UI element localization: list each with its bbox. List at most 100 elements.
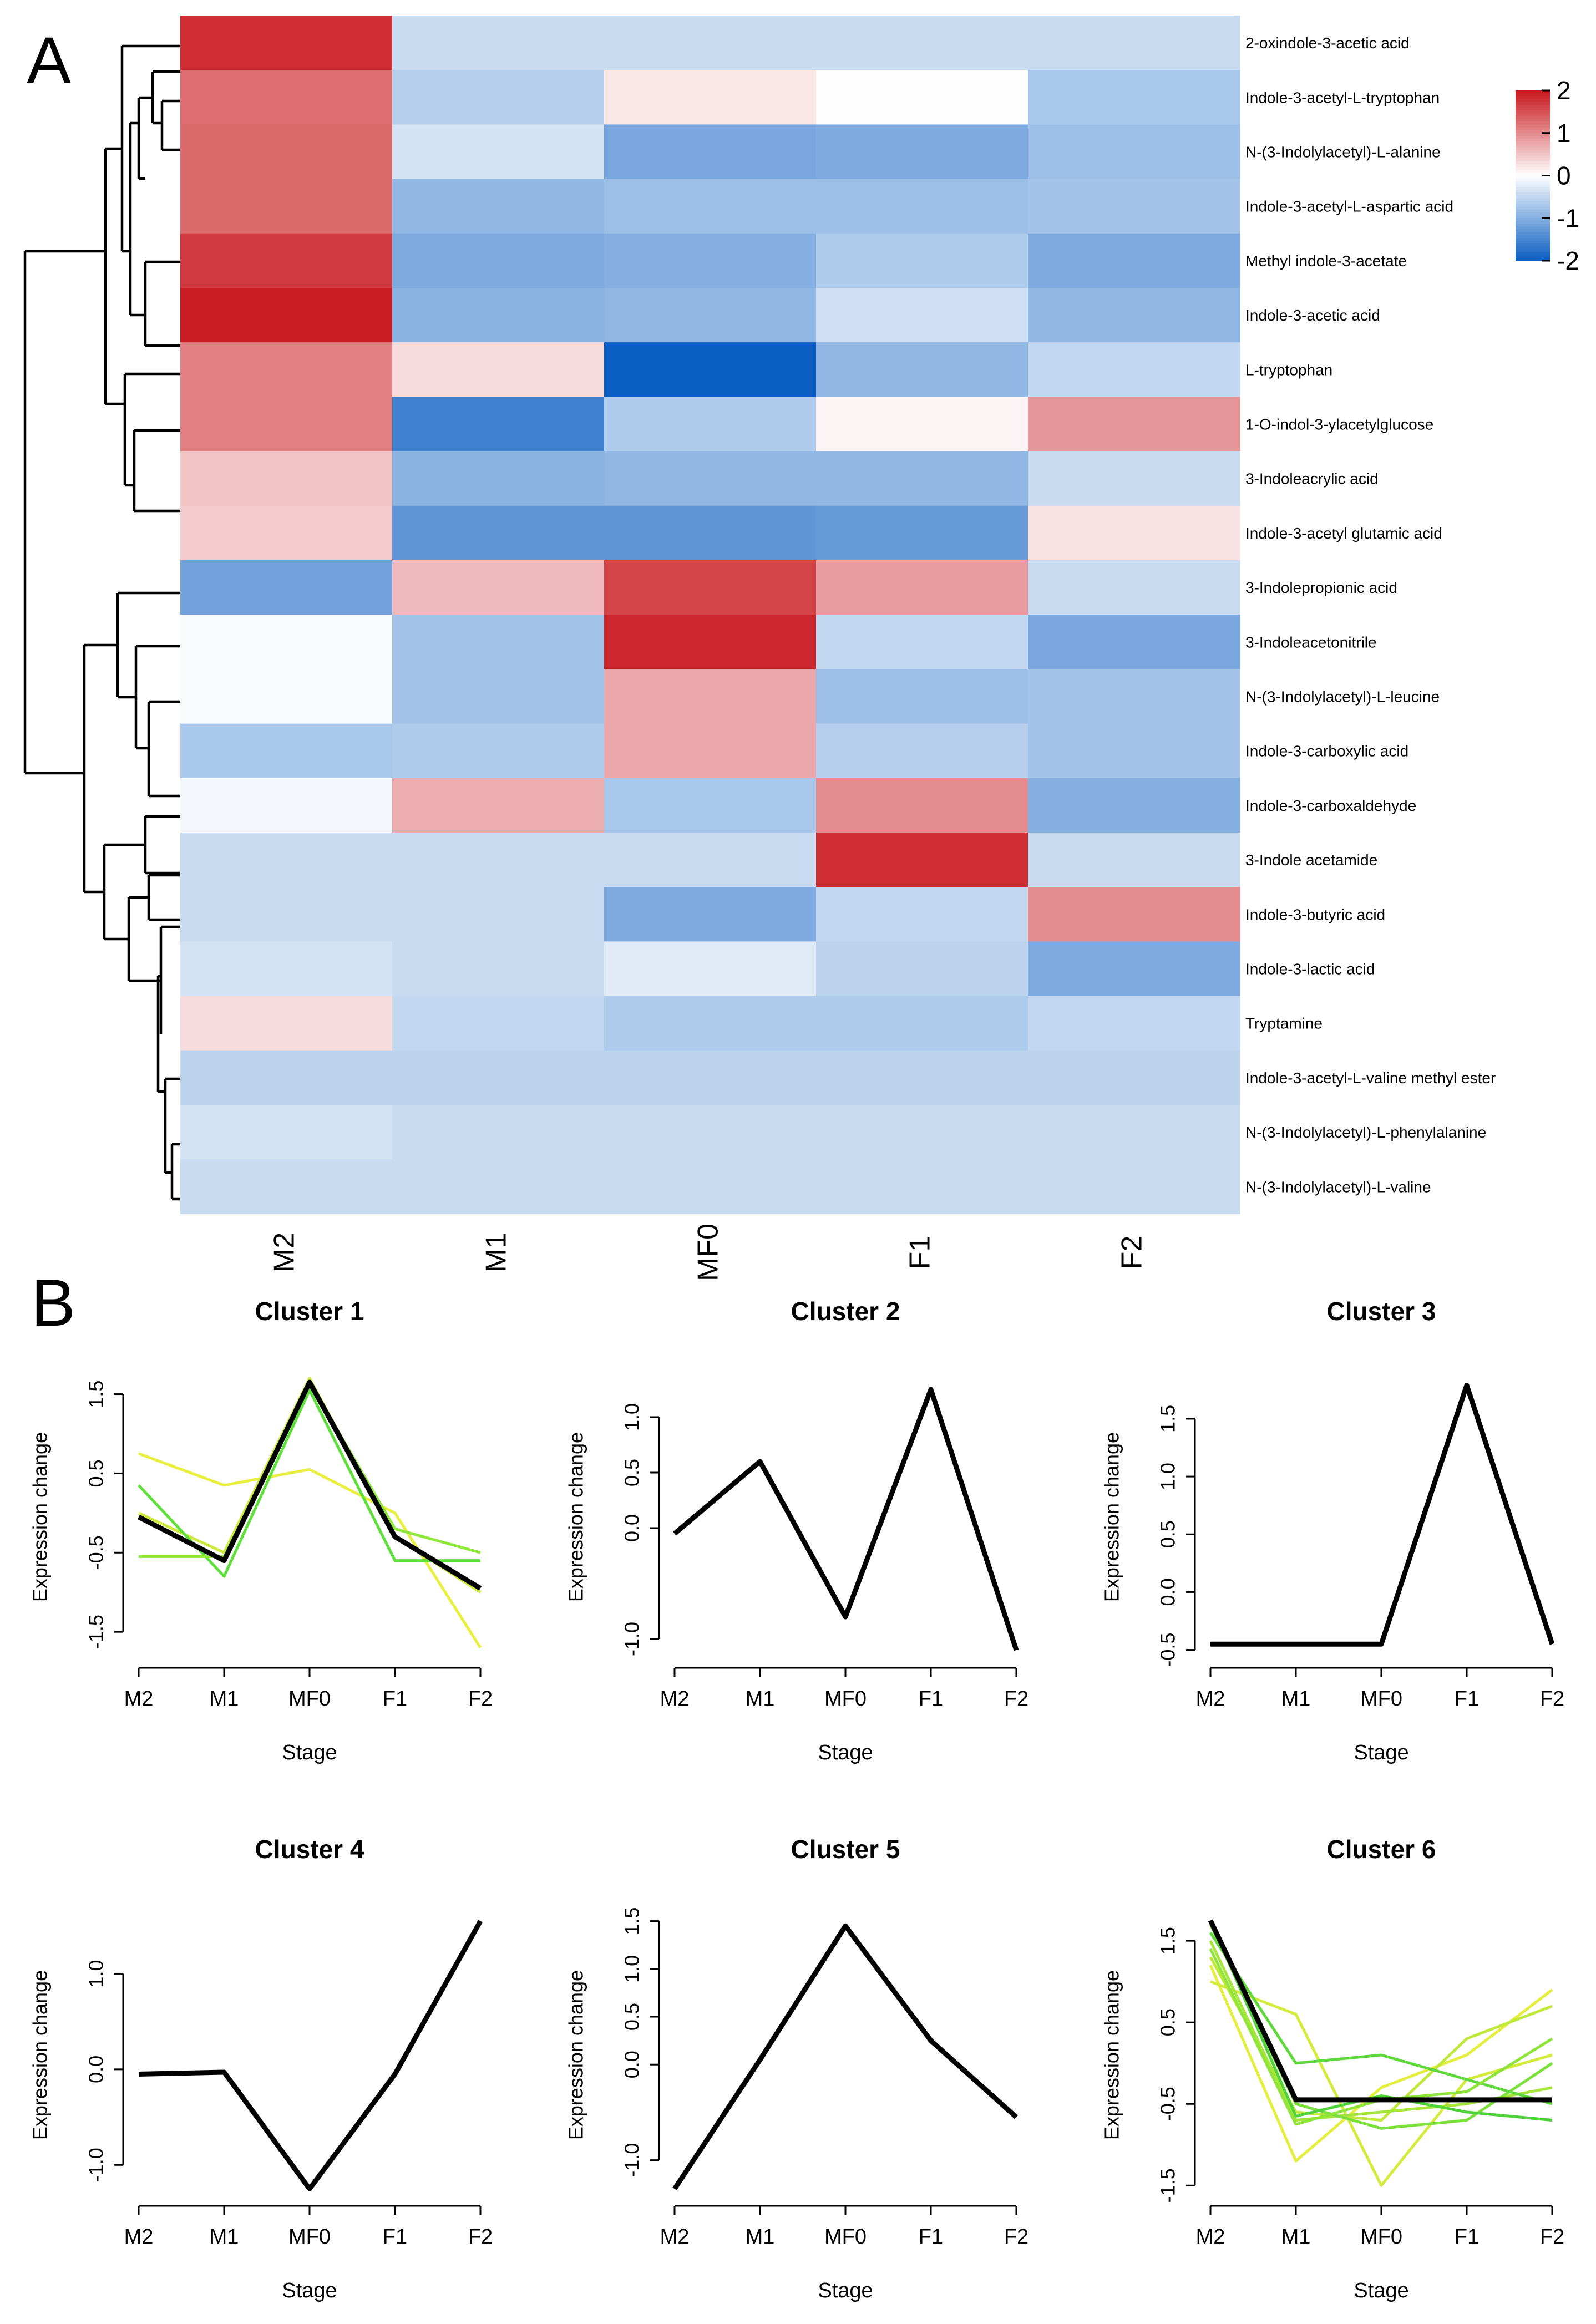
x-tick-label-m2: M2 (1196, 2225, 1225, 2249)
x-tick-label-mf0: MF0 (1360, 1687, 1402, 1711)
heatmap-cell-n-3-indolylacetyl-l-leucine-f2 (1028, 669, 1240, 724)
legend-color-step (1516, 99, 1550, 103)
legend-color-step (1516, 232, 1550, 236)
member-line-7 (1209, 1920, 1553, 2122)
heatmap-row-label-indole-3-acetyl-l-valine-methyl-ester: Indole-3-acetyl-L-valine methyl ester (1245, 1069, 1496, 1087)
heatmap-cell-1-o-indol-3-ylacetylglucose-m2 (180, 397, 393, 452)
heatmap-cell-n-3-indolylacetyl-l-valine-m2 (180, 1159, 393, 1214)
heatmap-cell-n-3-indolylacetyl-l-alanine-f1 (816, 124, 1028, 180)
heatmap-cell-n-3-indolylacetyl-l-alanine-f2 (1028, 124, 1240, 180)
y-tick-label: -0.5 (1157, 1633, 1179, 1667)
heatmap-cell-n-3-indolylacetyl-l-valine-f2 (1028, 1159, 1240, 1214)
heatmap-cell-n-3-indolylacetyl-l-valine-m1 (392, 1159, 605, 1214)
x-axis-label: Stage (1354, 1741, 1408, 1764)
legend-color-step (1516, 104, 1550, 108)
legend-color-step (1516, 110, 1550, 114)
legend-color-step (1516, 161, 1550, 165)
dendrogram-branch-17 (159, 925, 180, 1034)
y-tick-label: -1.0 (621, 1622, 644, 1656)
heatmap-cell-indole-3-acetyl-glutamic-acid-mf0 (604, 505, 817, 561)
legend-color-step (1516, 249, 1550, 253)
x-tick-label-m1: M1 (210, 1687, 239, 1711)
legend-color-step (1516, 93, 1550, 97)
x-tick-label-m1: M1 (746, 2225, 775, 2249)
heatmap-cell-indole-3-acetyl-l-valine-methyl-ester-m1 (392, 1050, 605, 1105)
dendrogram-branch-8 (133, 429, 180, 513)
heatmap-row-label-n-3-indolylacetyl-l-leucine: N-(3-Indolylacetyl)-L-leucine (1245, 688, 1440, 706)
heatmap-cell-n-3-indolylacetyl-l-leucine-mf0 (604, 669, 817, 724)
heatmap-legend: 2 1 0 -1 -2 (1516, 76, 1579, 275)
dendrogram (23, 44, 180, 1201)
heatmap-cell-indole-3-carboxaldehyde-f2 (1028, 778, 1240, 833)
legend-color-step (1516, 90, 1550, 94)
heatmap-cell-indole-3-acetyl-l-aspartic-acid-m1 (392, 179, 605, 234)
heatmap-cell-3-indolepropionic-acid-f2 (1028, 560, 1240, 615)
heatmap-cell-indole-3-butyric-acid-m1 (392, 887, 605, 942)
heatmap-cell-3-indolepropionic-acid-mf0 (604, 560, 817, 615)
heatmap-cell-n-3-indolylacetyl-l-phenylalanine-f2 (1028, 1105, 1240, 1160)
y-tick-label: 1.0 (621, 1403, 644, 1431)
legend-color-step (1516, 198, 1550, 202)
heatmap-cell-indole-3-lactic-acid-m1 (392, 941, 605, 997)
legend-color-step (1516, 113, 1550, 116)
x-axis-label: Stage (282, 2279, 337, 2302)
legend-color-step (1516, 170, 1550, 173)
dendrogram-branch-11 (134, 645, 180, 750)
y-tick-label: 0.0 (621, 2051, 644, 2078)
legend-color-step (1516, 121, 1550, 125)
heatmap-cell-tryptamine-mf0 (604, 996, 817, 1051)
heatmap-cell-indole-3-carboxylic-acid-f1 (816, 723, 1028, 779)
heatmap-cell-3-indoleacrylic-acid-mf0 (604, 451, 817, 506)
legend-color-step (1516, 138, 1550, 142)
heatmap-cell-l-tryptophan-m2 (180, 342, 393, 397)
y-tick-label: -0.5 (1157, 2087, 1179, 2121)
heatmap-row-label-3-indoleacrylic-acid: 3-Indoleacrylic acid (1245, 470, 1379, 488)
x-tick-label-f1: F1 (383, 2225, 407, 2249)
heatmap-cell-indole-3-acetyl-l-valine-methyl-ester-f2 (1028, 1050, 1240, 1105)
heatmap: 2-oxindole-3-acetic acid Indole-3-acetyl-… (180, 16, 1496, 1281)
y-axis-label: Expression change (29, 1432, 52, 1602)
heatmap-cell-3-indole-acetamide-mf0 (604, 833, 817, 887)
legend-color-step (1516, 144, 1550, 148)
dendrogram-branch-20 (170, 1143, 180, 1201)
mean-line (138, 1920, 483, 2191)
y-tick-label: -1.0 (621, 2143, 644, 2178)
heatmap-cell-indole-3-acetyl-l-tryptophan-m1 (392, 70, 605, 125)
heatmap-cell-n-3-indolylacetyl-l-alanine-m1 (392, 124, 605, 180)
heatmap-row-label-indole-3-acetyl-l-tryptophan: Indole-3-acetyl-L-tryptophan (1245, 89, 1440, 106)
legend-color-step (1516, 150, 1550, 154)
legend-color-step (1516, 116, 1550, 119)
cluster-title: Cluster 3 (1327, 1297, 1436, 1326)
dendrogram-top-cluster (104, 147, 125, 405)
heatmap-cell-indole-3-acetyl-l-tryptophan-f2 (1028, 70, 1240, 125)
x-tick-label-mf0: MF0 (824, 2225, 867, 2249)
legend-color-step (1516, 235, 1550, 239)
member-line-6 (1209, 1932, 1553, 2105)
legend-color-step (1516, 102, 1550, 105)
heatmap-cell-indole-3-butyric-acid-mf0 (604, 887, 817, 942)
y-tick-label: 1.5 (1157, 1405, 1179, 1433)
member-line-1 (138, 1452, 482, 1649)
cluster-title: Cluster 4 (255, 1835, 364, 1864)
cluster-5-plot: Cluster 5 M2 M1 MF0 F1 F2 Stage -1.0 0.0 0.5 1.0 1.… (565, 1835, 1029, 2302)
x-tick-label-f1: F1 (919, 1687, 943, 1711)
heatmap-cell-indole-3-carboxylic-acid-m2 (180, 723, 393, 779)
heatmap-cell-indole-3-acetyl-l-tryptophan-f1 (816, 70, 1028, 125)
dendrogram-branch-16 (147, 874, 180, 921)
heatmap-cell-n-3-indolylacetyl-l-leucine-m1 (392, 669, 605, 724)
dendrogram-branch-1 (120, 44, 180, 253)
heatmap-cell-indole-3-acetyl-l-aspartic-acid-mf0 (604, 179, 817, 234)
y-tick-label: 0.5 (1157, 1520, 1179, 1548)
legend-color-step (1516, 255, 1550, 258)
legend-color-step (1516, 204, 1550, 207)
heatmap-cell-indole-3-carboxylic-acid-m1 (392, 723, 605, 779)
heatmap-cell-n-3-indolylacetyl-l-phenylalanine-f1 (816, 1105, 1028, 1160)
dendrogram-branch-12 (147, 700, 180, 798)
x-axis-label: Stage (282, 1741, 337, 1764)
dendrogram-branch-4 (151, 70, 180, 125)
heatmap-cell-indole-3-acetyl-glutamic-acid-m2 (180, 505, 393, 561)
heatmap-cell-n-3-indolylacetyl-l-phenylalanine-mf0 (604, 1105, 817, 1160)
y-axis-label: Expression change (1101, 1432, 1123, 1602)
heatmap-cell-tryptamine-f1 (816, 996, 1028, 1051)
